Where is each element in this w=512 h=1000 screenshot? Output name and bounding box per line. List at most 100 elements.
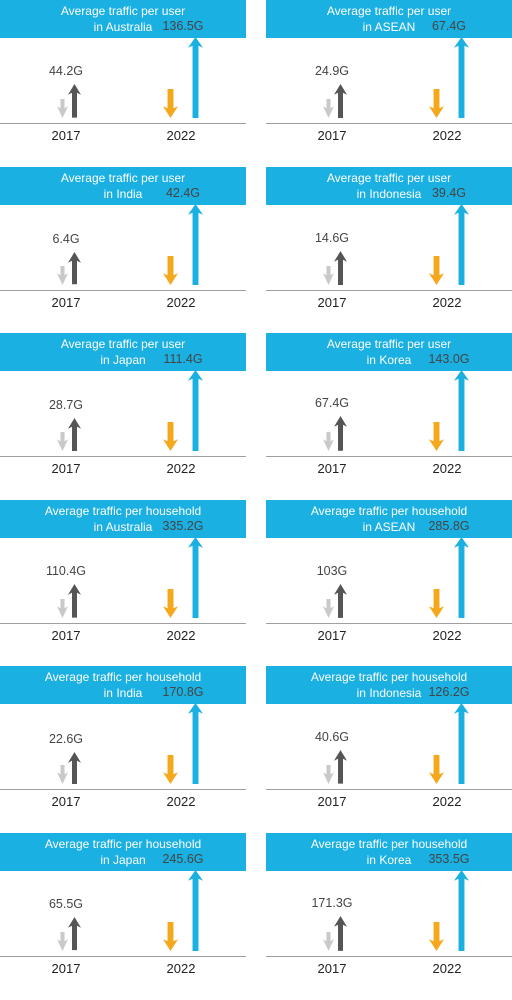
arrow-2022-down	[428, 755, 444, 784]
panel-average-traffic-per-user-in-korea: Average traffic per user in Korea 67.4G 143…	[266, 333, 512, 483]
panel-title-line-2: in Indonesia	[356, 186, 422, 201]
year-label-2017: 2017	[317, 627, 347, 643]
baseline-axis	[0, 622, 246, 624]
arrow-2017-up	[67, 917, 81, 951]
panel-title-line-1: Average traffic per household	[44, 503, 202, 518]
panel-average-traffic-per-household-in-japan: Average traffic per household in Japan 65.…	[0, 832, 246, 983]
panel-title-line-1: Average traffic per user	[326, 170, 452, 185]
panel-title-line-1: Average traffic per household	[310, 503, 468, 518]
panel-title-line-2: in ASEAN	[362, 20, 416, 34]
year-label-2022: 2022	[166, 794, 196, 809]
year-label-2022: 2022	[432, 627, 462, 643]
arrow-2022-up	[187, 370, 203, 451]
value-label-2017: 28.7G	[48, 397, 84, 412]
arrow-2022-up	[187, 869, 203, 951]
baseline-axis	[266, 622, 512, 624]
arrow-2017-up	[333, 915, 347, 951]
value-label-2017: 67.4G	[314, 396, 350, 411]
panel-title: Average traffic per user in Australia	[0, 0, 246, 38]
year-label-2017: 2017	[51, 461, 81, 476]
panel-average-traffic-per-user-in-india: Average traffic per user in India 6.4G 42.4…	[0, 166, 246, 317]
arrow-2017-up	[333, 84, 347, 118]
value-label-2017: 103G	[316, 563, 348, 578]
panel-title-line-1: Average traffic per user	[326, 4, 452, 18]
arrow-2022-down	[162, 755, 178, 784]
panel-title-line-1: Average traffic per user	[60, 4, 186, 18]
value-label-2022: 335.2G	[162, 518, 204, 533]
value-label-2017: 65.5G	[48, 897, 84, 912]
arrow-2017-up	[67, 751, 81, 784]
baseline-axis	[266, 289, 512, 291]
year-label-2017: 2017	[317, 461, 347, 476]
panel-average-traffic-per-household-in-indonesia: Average traffic per household in Indonesi…	[266, 666, 512, 816]
panel-title-line-2: in ASEAN	[362, 519, 416, 534]
arrow-2017-up	[67, 417, 81, 451]
panel-title: Average traffic per household in India	[0, 666, 246, 704]
arrow-2017-down	[56, 265, 68, 285]
arrow-2022-up	[453, 370, 469, 451]
arrow-2017-up	[67, 84, 81, 118]
year-label-2017: 2017	[317, 128, 347, 143]
value-label-2022: 285.8G	[428, 518, 470, 533]
baseline-axis	[266, 456, 512, 457]
baseline-axis	[0, 289, 246, 291]
arrow-2022-up	[453, 203, 469, 285]
baseline-axis	[266, 789, 512, 790]
panel-title-line-2: in Japan	[100, 852, 146, 867]
arrow-2022-down	[428, 422, 444, 451]
panel-title-line-2: in India	[103, 186, 143, 201]
panel-average-traffic-per-household-in-asean: Average traffic per household in ASEAN 103…	[266, 499, 512, 650]
arrow-2022-up	[453, 37, 469, 118]
baseline-axis	[266, 123, 512, 124]
panel-average-traffic-per-user-in-indonesia: Average traffic per user in Indonesia 14.6…	[266, 166, 512, 317]
panel-title-line-2: in Korea	[366, 353, 412, 367]
arrow-2022-down	[428, 588, 444, 618]
panel-title-line-2: in Korea	[366, 852, 412, 867]
baseline-axis	[0, 789, 246, 790]
arrow-2017-down	[322, 765, 334, 784]
arrow-2022-down	[162, 89, 178, 118]
value-label-2022: 39.4G	[431, 185, 467, 200]
arrow-2017-down	[322, 598, 334, 618]
panel-title-line-2: in Japan	[100, 353, 146, 367]
panel-title-line-1: Average traffic per household	[44, 670, 202, 684]
value-label-2017: 171.3G	[311, 895, 353, 910]
value-label-2017: 40.6G	[314, 730, 350, 745]
arrow-2017-down	[56, 931, 68, 951]
year-label-2022: 2022	[432, 128, 462, 143]
year-label-2022: 2022	[166, 461, 196, 476]
year-label-2022: 2022	[166, 128, 196, 143]
arrow-2022-up	[453, 869, 469, 951]
value-label-2017: 6.4G	[52, 232, 80, 247]
panel-title-line-2: in Australia	[93, 519, 153, 534]
panel-title: Average traffic per user in Indonesia	[266, 166, 512, 205]
arrow-2017-down	[322, 931, 334, 951]
year-label-2017: 2017	[317, 294, 347, 310]
panel-title: Average traffic per user in India	[0, 166, 246, 205]
year-label-2017: 2017	[317, 960, 347, 976]
panel-title: Average traffic per user in Korea	[266, 333, 512, 371]
panel-average-traffic-per-household-in-australia: Average traffic per household in Australi…	[0, 499, 246, 650]
arrow-2017-down	[322, 432, 334, 451]
value-label-2022: 353.5G	[428, 851, 470, 866]
panel-average-traffic-per-user-in-japan: Average traffic per user in Japan 28.7G 111…	[0, 333, 246, 483]
panel-average-traffic-per-user-in-australia: Average traffic per user in Australia 44.2…	[0, 0, 246, 150]
panel-title-line-1: Average traffic per household	[310, 670, 468, 684]
panel-title-line-1: Average traffic per household	[44, 836, 202, 851]
panel-average-traffic-per-household-in-india: Average traffic per household in India 22.…	[0, 666, 246, 816]
arrow-2022-up	[453, 536, 469, 618]
arrow-2017-up	[67, 252, 81, 285]
year-label-2022: 2022	[166, 294, 196, 310]
year-label-2017: 2017	[317, 794, 347, 809]
year-label-2022: 2022	[432, 294, 462, 310]
panel-title: Average traffic per user in ASEAN	[266, 0, 512, 38]
value-label-2017: 22.6G	[48, 731, 84, 746]
value-label-2017: 110.4G	[45, 563, 87, 578]
arrow-2022-down	[162, 921, 178, 951]
panel-title-line-2: in Australia	[93, 20, 153, 34]
panel-title-line-1: Average traffic per household	[310, 836, 468, 851]
arrow-2017-down	[56, 432, 68, 451]
year-label-2017: 2017	[51, 794, 81, 809]
arrow-2017-down	[322, 265, 334, 285]
arrow-2022-up	[187, 536, 203, 618]
